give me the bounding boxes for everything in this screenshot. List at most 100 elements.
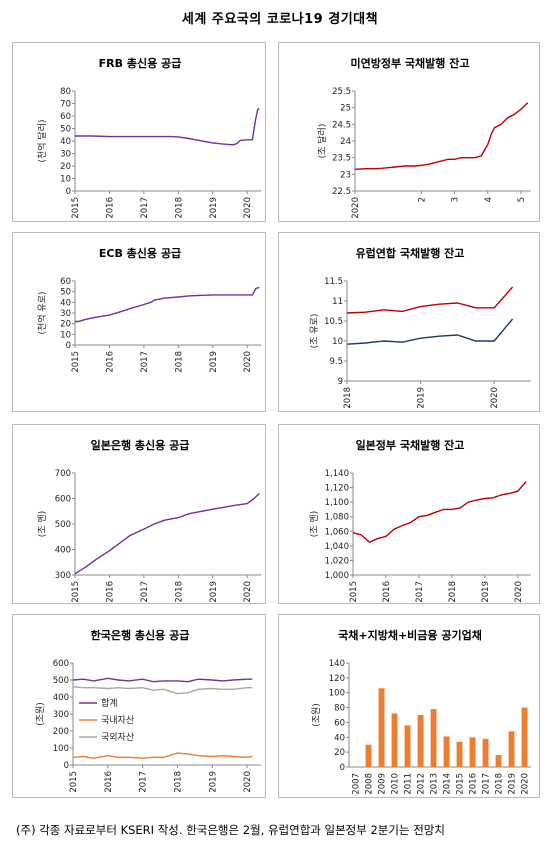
x-tick-label: 2016: [105, 351, 115, 373]
y-tick-label: 30: [60, 309, 71, 319]
chart-title: 일본정부 국채발행 잔고: [356, 438, 465, 452]
bar-2008: [365, 744, 372, 767]
y-tick-label: 600: [53, 659, 69, 669]
y-tick-label: 60: [334, 718, 345, 728]
panel-bonds: 국채+지방채+비금융 공기업채 0 20 40 60 80 100 120 140 (조원) 200…: [278, 614, 540, 798]
y-tick-label: 0: [66, 187, 71, 197]
series-line-series-1: [75, 286, 260, 323]
bar-2015: [456, 741, 463, 767]
legend-label: 국내자산: [101, 715, 134, 726]
panel-ecb: ECB 총신용 공급 0 10 20 30 40 50 60 (천억 유로) 2015 2016 20…: [12, 232, 266, 412]
legend-label: 국외자산: [101, 731, 134, 743]
y-tick-label: 20: [60, 162, 71, 172]
x-tick-label: 2018: [174, 351, 184, 373]
y-tick-label: 20: [60, 320, 71, 330]
x-tick-label: 2015: [349, 581, 359, 603]
bar-2017: [482, 738, 489, 767]
y-tick-label: 40: [60, 298, 71, 308]
y-tick-label: 25: [340, 104, 351, 114]
bar-2016: [469, 737, 476, 767]
y-tick-label: 0: [340, 763, 345, 773]
y-tick-label: 100: [53, 744, 69, 754]
y-tick-label: 140: [329, 659, 345, 669]
x-tick-label: 2: [417, 197, 427, 202]
x-tick-label: 2018: [495, 773, 505, 795]
x-tick-label: 2015: [456, 773, 466, 795]
y-axis-label: (천억 달러): [36, 119, 48, 162]
bar-2009: [378, 688, 385, 767]
y-tick-label: 500: [55, 520, 71, 530]
y-tick-label: 60: [60, 277, 71, 287]
y-tick-label: 20: [334, 748, 345, 758]
x-tick-label: 2018: [174, 197, 184, 219]
y-axis-label: (조원): [311, 703, 322, 727]
chart-title: 한국은행 총신용 공급: [91, 628, 190, 642]
x-tick-label: 2017: [139, 771, 149, 793]
x-tick-label: 2019: [209, 197, 219, 219]
x-tick-label: 2020: [243, 351, 253, 373]
chart-bok: 한국은행 총신용 공급 0 100 200 300 400 500 600 (조원) 2015 20…: [35, 628, 261, 793]
x-tick-label: 2020: [243, 197, 253, 219]
panel-frb: FRB 총신용 공급 0 10 20 30 40 50 60 70 80 (천억 달러) 2015 20…: [12, 42, 266, 222]
chart-bonds: 국채+지방채+비금융 공기업채 0 20 40 60 80 100 120 140 (조원) 200…: [311, 628, 531, 795]
series-line-series-1: [354, 102, 529, 170]
y-tick-label: 10: [60, 330, 71, 340]
y-tick-label: 22.5: [332, 187, 351, 197]
x-tick-label: 2019: [508, 773, 518, 795]
bar-2014: [443, 736, 450, 767]
x-tick-label: 2016: [104, 771, 114, 793]
y-tick-label: 700: [55, 469, 71, 479]
y-tick-label: 300: [53, 710, 69, 720]
x-tick-label: 2010: [391, 773, 401, 795]
bar-2020: [521, 707, 528, 767]
y-tick-label: 24.5: [332, 120, 351, 130]
y-tick-label: 10.5: [324, 317, 343, 327]
y-tick-label: 30: [60, 150, 71, 160]
panel-us-debt: 미연방정부 국채발행 잔고 22.5 23 23.5 24 24.5 25 25.5 (조 달러…: [278, 42, 540, 222]
series-line-국외자산: [72, 686, 253, 695]
y-tick-label: 1,100: [325, 498, 349, 508]
y-tick-label: 50: [60, 288, 71, 298]
x-tick-label: 4: [484, 197, 494, 202]
y-tick-label: 40: [60, 137, 71, 147]
y-tick-label: 9: [338, 377, 343, 387]
x-tick-label: 2018: [173, 771, 183, 793]
bar-2011: [404, 725, 411, 767]
chart-title: FRB 총신용 공급: [99, 56, 182, 70]
y-tick-label: 1,040: [325, 542, 349, 552]
y-tick-label: 500: [53, 676, 69, 686]
y-tick-label: 1,060: [325, 527, 349, 537]
x-tick-label: 2020: [490, 387, 500, 409]
y-tick-label: 11.5: [324, 277, 343, 287]
chart-boj: 일본은행 총신용 공급 300 400 500 600 700 (조 엔) 2015 2016 2…: [37, 438, 261, 603]
y-tick-label: 23: [340, 170, 351, 180]
x-tick-label: 2016: [105, 197, 115, 219]
series-line-합계: [72, 677, 253, 683]
bar-2013: [430, 709, 437, 767]
bar-2010: [391, 713, 398, 767]
y-tick-label: 40: [334, 733, 345, 743]
y-tick-label: 0: [64, 761, 69, 771]
x-tick-label: 2016: [469, 773, 479, 795]
x-tick-label: 2016: [105, 581, 115, 603]
panel-eu-debt: 유럽연합 국채발행 잔고 9 9.5 10 10.5 11 11.5 (조 유로) 2018 20…: [278, 232, 540, 412]
chart-title: 유럽연합 국채발행 잔고: [356, 246, 465, 260]
y-axis-label: (조 엔): [37, 511, 48, 537]
x-tick-label: 2018: [174, 581, 184, 603]
bar-2018: [495, 755, 502, 767]
series-line-series-1: [352, 481, 527, 544]
y-tick-label: 400: [55, 546, 71, 556]
chart-title: 미연방정부 국채발행 잔고: [351, 56, 470, 70]
y-tick-label: 1,020: [325, 556, 349, 566]
x-tick-label: 5: [517, 197, 527, 202]
x-tick-label: 2015: [69, 771, 79, 793]
y-tick-label: 100: [329, 689, 345, 699]
y-tick-label: 0: [66, 341, 71, 351]
series-line-series-1: [74, 492, 260, 575]
x-tick-label: 2015: [71, 351, 81, 373]
y-tick-label: 11: [332, 297, 343, 307]
y-tick-label: 60: [60, 112, 71, 122]
x-tick-label: 2016: [382, 581, 392, 603]
series-line-series-1: [346, 286, 514, 314]
